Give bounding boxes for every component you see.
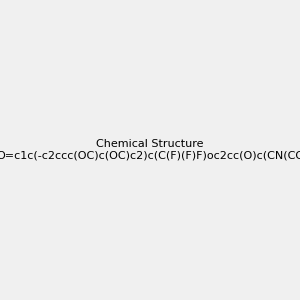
- Text: Chemical Structure
O=c1c(-c2ccc(OC)c(OC)c2)c(C(F)(F)F)oc2cc(O)c(CN(CC: Chemical Structure O=c1c(-c2ccc(OC)c(OC)…: [0, 139, 300, 161]
